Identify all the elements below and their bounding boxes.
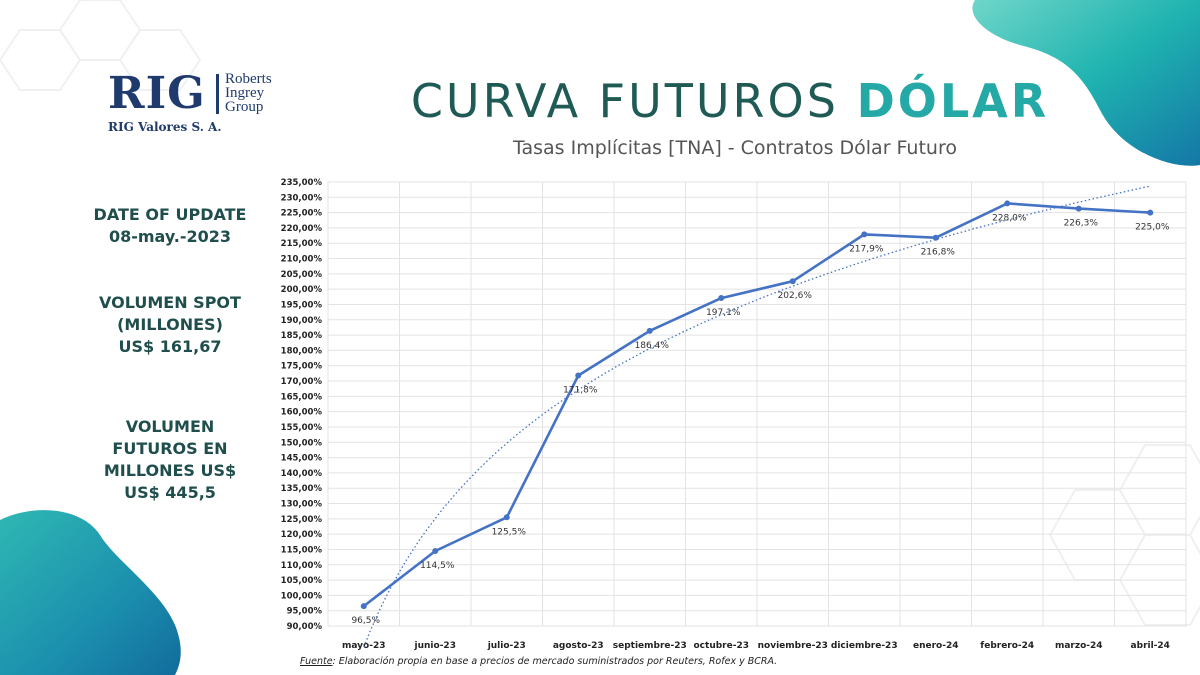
spot-volume-label: VOLUMEN SPOT	[99, 293, 241, 312]
futures-volume-value: US$ 445,5	[124, 483, 216, 502]
data-point	[503, 514, 510, 521]
y-tick-label: 130,00%	[281, 500, 323, 510]
source-footnote: Fuente: Elaboración propia en base a pre…	[300, 656, 777, 667]
hexagon-pattern-top-left	[0, 0, 202, 91]
series-line	[363, 202, 1151, 608]
y-tick-label: 155,00%	[281, 423, 323, 433]
update-label: DATE OF UPDATE	[93, 205, 247, 224]
data-point	[1004, 200, 1011, 207]
data-label: 226,3%	[1064, 219, 1099, 229]
y-tick-label: 180,00%	[281, 346, 323, 356]
company-logo: RIG Roberts Ingrey Group RIG Valores S. …	[108, 70, 298, 140]
y-tick-label: 185,00%	[281, 331, 323, 341]
spot-volume-value: US$ 161,67	[118, 337, 222, 356]
y-tick-label: 170,00%	[281, 377, 323, 387]
x-tick-label: agosto-23	[553, 641, 604, 651]
spot-volume-info: VOLUMEN SPOT (MILLONES) US$ 161,67	[70, 292, 270, 358]
data-label: 114,5%	[420, 561, 455, 571]
data-label: 171,8%	[563, 386, 598, 396]
title-main: CURVA FUTUROS	[410, 74, 839, 128]
source-label: Fuente	[300, 656, 333, 667]
y-tick-label: 110,00%	[281, 561, 323, 571]
spot-volume-label: (MILLONES)	[117, 315, 223, 334]
trend-line	[363, 185, 1151, 648]
futures-volume-label: FUTUROS EN	[112, 439, 228, 458]
futures-volume-info: VOLUMEN FUTUROS EN MILLONES US$ US$ 445,…	[70, 416, 270, 504]
data-label: 228,0%	[992, 213, 1027, 223]
data-point	[789, 278, 796, 285]
data-point	[861, 231, 868, 238]
data-point	[646, 327, 653, 334]
y-tick-label: 205,00%	[281, 270, 323, 280]
y-tick-label: 230,00%	[281, 193, 323, 203]
logo-company-name: Roberts Ingrey Group	[225, 71, 272, 115]
data-label: 197,1%	[706, 308, 741, 318]
y-tick-label: 190,00%	[281, 316, 323, 326]
data-label: 125,5%	[492, 527, 527, 537]
update-date: 08-may.-2023	[108, 227, 232, 246]
y-tick-label: 225,00%	[281, 209, 323, 219]
y-tick-label: 100,00%	[281, 591, 323, 601]
y-tick-label: 200,00%	[281, 285, 323, 295]
update-info: DATE OF UPDATE 08-may.-2023	[70, 204, 270, 248]
y-tick-label: 210,00%	[281, 255, 323, 265]
data-label: 225,0%	[1135, 223, 1170, 233]
data-label: 186,4%	[635, 341, 670, 351]
teal-corner-shape-top-right	[972, 0, 1200, 166]
logo-name-line: Ingrey	[225, 85, 265, 101]
data-label: 217,9%	[849, 244, 884, 254]
x-tick-label: noviembre-23	[758, 641, 828, 651]
y-tick-label: 220,00%	[281, 224, 323, 234]
data-point	[1147, 209, 1154, 216]
y-tick-label: 160,00%	[281, 408, 323, 418]
y-tick-label: 95,00%	[287, 607, 323, 617]
x-tick-label: diciembre-23	[831, 641, 898, 651]
x-tick-label: octubre-23	[694, 641, 749, 651]
x-tick-label: enero-24	[913, 641, 959, 651]
y-tick-label: 195,00%	[281, 300, 323, 310]
x-tick-label: abril-24	[1131, 641, 1170, 651]
data-point	[718, 295, 725, 302]
data-point	[360, 603, 367, 610]
data-point	[932, 234, 939, 241]
y-tick-label: 140,00%	[281, 469, 323, 479]
x-tick-label: marzo-24	[1055, 641, 1103, 651]
y-tick-label: 175,00%	[281, 362, 323, 372]
y-tick-label: 235,00%	[281, 178, 323, 188]
logo-name-line: Group	[225, 99, 264, 115]
page-subtitle: Tasas Implícitas [TNA] - Contratos Dólar…	[513, 137, 957, 159]
y-tick-label: 120,00%	[281, 530, 323, 540]
title-accent: DÓLAR	[856, 74, 1050, 128]
data-point	[575, 372, 582, 379]
data-label: 202,6%	[778, 291, 813, 301]
futures-volume-label: MILLONES US$	[103, 461, 237, 480]
y-tick-label: 135,00%	[281, 484, 323, 494]
y-tick-label: 150,00%	[281, 438, 323, 448]
x-tick-label: febrero-24	[980, 641, 1034, 651]
x-tick-label: septiembre-23	[613, 641, 687, 651]
futures-volume-label: VOLUMEN	[125, 417, 215, 436]
logo-divider	[216, 74, 219, 114]
y-tick-label: 105,00%	[281, 576, 323, 586]
y-tick-label: 215,00%	[281, 239, 323, 249]
data-point	[1075, 205, 1082, 212]
data-label: 216,8%	[921, 248, 956, 258]
page-title: CURVA FUTUROS DÓLAR	[400, 74, 1060, 128]
y-tick-label: 145,00%	[281, 454, 323, 464]
x-tick-label: junio-23	[414, 641, 456, 651]
logo-mark: RIG	[108, 68, 206, 119]
y-tick-label: 90,00%	[287, 622, 323, 632]
data-point	[432, 547, 439, 554]
data-label: 96,5%	[351, 616, 380, 626]
logo-name-line: Roberts	[225, 71, 272, 87]
y-tick-label: 165,00%	[281, 392, 323, 402]
teal-corner-shape-bottom-left	[0, 510, 181, 675]
logo-subtitle: RIG Valores S. A.	[108, 120, 222, 134]
y-tick-label: 125,00%	[281, 515, 323, 525]
source-text: : Elaboración propia en base a precios d…	[332, 656, 778, 667]
y-tick-label: 115,00%	[281, 545, 323, 555]
x-tick-label: julio-23	[487, 641, 526, 651]
